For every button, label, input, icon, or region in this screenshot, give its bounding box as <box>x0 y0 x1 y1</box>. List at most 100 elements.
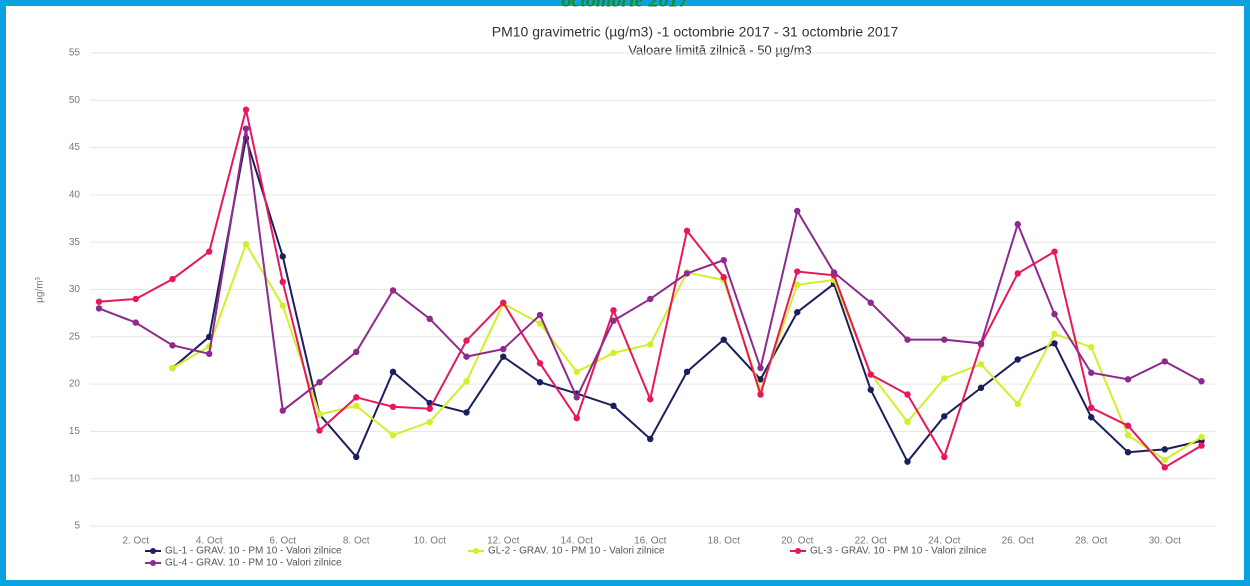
point <box>463 353 470 360</box>
legend-label: GL-4 - GRAV. 10 - PM 10 - Valori zilnice <box>165 558 342 569</box>
y-axis-label: µg/m³ <box>35 276 46 302</box>
point <box>353 402 360 410</box>
point <box>353 348 360 356</box>
point <box>95 298 103 305</box>
point <box>647 396 654 403</box>
point <box>573 414 580 422</box>
point <box>536 311 544 319</box>
point <box>941 336 948 343</box>
point <box>389 287 397 294</box>
point <box>536 379 544 386</box>
point <box>353 394 360 401</box>
x-tick-label: 8. Oct <box>343 536 370 547</box>
point <box>720 336 727 343</box>
y-tick-label: 45 <box>69 142 81 153</box>
point <box>830 269 838 276</box>
point <box>683 368 691 376</box>
x-tick-label: 10. Oct <box>414 536 446 547</box>
point <box>610 349 617 357</box>
point <box>683 270 691 277</box>
y-tick-label: 30 <box>69 284 81 295</box>
point <box>132 295 139 303</box>
point <box>1051 248 1058 255</box>
x-tick-label: 12. Oct <box>487 536 519 547</box>
caption: octombrie 2017 <box>561 0 689 12</box>
point <box>610 317 617 324</box>
point <box>1051 340 1058 347</box>
point <box>1198 442 1205 449</box>
point <box>242 240 250 248</box>
point <box>389 403 397 411</box>
point <box>1014 270 1021 277</box>
point <box>1161 358 1168 365</box>
point <box>279 253 286 260</box>
point <box>720 256 727 264</box>
point <box>904 391 911 398</box>
point <box>169 275 176 283</box>
point <box>95 305 103 312</box>
point <box>1088 344 1095 351</box>
legend-marker <box>150 548 156 554</box>
y-tick-label: 40 <box>69 190 81 201</box>
point <box>316 379 323 386</box>
point <box>757 391 764 398</box>
point <box>1161 456 1168 463</box>
x-tick-label: 16. Oct <box>634 536 666 547</box>
point <box>941 413 948 420</box>
point <box>683 227 691 235</box>
x-tick-label: 4. Oct <box>196 536 223 547</box>
x-tick-label: 30. Oct <box>1149 536 1181 547</box>
point <box>1014 400 1021 408</box>
point <box>279 278 286 286</box>
point <box>426 315 433 323</box>
point <box>500 345 507 353</box>
point <box>941 375 948 382</box>
x-tick-label: 28. Oct <box>1075 536 1107 547</box>
point <box>867 371 874 378</box>
point <box>500 353 507 360</box>
chart-subtitle: Valoare limită zilnică - 50 µg/m3 <box>628 42 812 57</box>
point <box>169 342 176 349</box>
point <box>1124 422 1132 429</box>
y-tick-label: 50 <box>69 95 81 106</box>
point <box>1051 310 1058 318</box>
point <box>206 350 213 358</box>
point <box>1088 404 1095 411</box>
point <box>279 302 286 309</box>
point <box>794 309 801 316</box>
point <box>242 125 250 132</box>
point <box>610 402 617 410</box>
legend-marker <box>150 560 156 566</box>
point <box>206 248 213 255</box>
point <box>463 378 470 385</box>
y-tick-label: 35 <box>69 237 81 248</box>
point <box>573 394 580 401</box>
x-tick-label: 20. Oct <box>781 536 813 547</box>
y-tick-label: 10 <box>69 473 81 484</box>
y-tick-label: 55 <box>69 48 81 59</box>
point <box>1161 464 1168 471</box>
point <box>867 299 874 306</box>
point <box>500 299 507 306</box>
x-tick-label: 24. Oct <box>928 536 960 547</box>
point <box>463 409 470 416</box>
series-line <box>98 109 1203 469</box>
point <box>977 384 985 392</box>
point <box>536 360 544 367</box>
point <box>1124 376 1132 383</box>
point <box>794 281 801 288</box>
point <box>389 368 397 376</box>
point <box>316 427 323 434</box>
point <box>904 418 911 426</box>
point <box>794 207 801 215</box>
point <box>647 435 654 443</box>
x-tick-label: 18. Oct <box>708 536 740 547</box>
y-tick-label: 15 <box>69 426 81 437</box>
point <box>389 431 397 439</box>
point <box>1088 369 1095 376</box>
point <box>1088 414 1095 421</box>
x-tick-label: 2. Oct <box>122 536 149 547</box>
legend-label: GL-2 - GRAV. 10 - PM 10 - Valori zilnice <box>488 546 665 557</box>
